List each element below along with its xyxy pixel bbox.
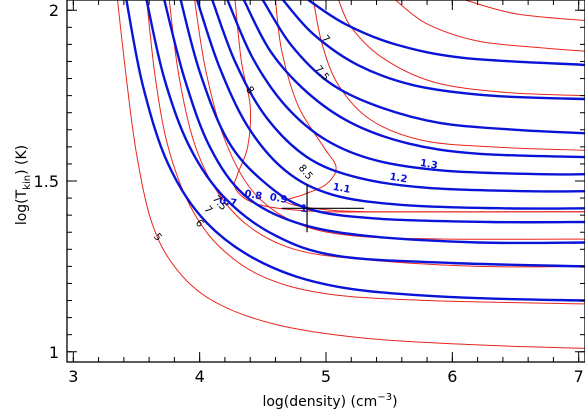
blue-contour-0 [126, 0, 585, 301]
plot-frame [67, 0, 585, 362]
x-tick-label: 7 [574, 367, 584, 386]
blue-contour-label: 1.1 [332, 182, 351, 196]
x-tick-label: 3 [68, 367, 78, 386]
blue-contour-1 [147, 0, 585, 266]
red-contour-9 [465, 0, 585, 21]
x-tick-label: 6 [447, 367, 457, 386]
x-tick-label: 5 [321, 367, 331, 386]
y-tick-label: 2 [49, 1, 59, 20]
red-contour-5 [276, 0, 585, 212]
red-contour-6 [313, 0, 585, 150]
x-axis-label: log(density) (cm−3) [262, 392, 397, 409]
y-tick-label: 1.5 [34, 172, 59, 191]
blue-contour-label: 0.8 [243, 189, 262, 203]
y-tick-label: 1 [49, 343, 59, 362]
contour-lines [118, 0, 585, 348]
red-contour-label: 8 [243, 85, 256, 97]
red-contour-7 [339, 0, 585, 96]
blue-contour-5 [212, 0, 585, 191]
x-tick-label: 4 [195, 367, 205, 386]
blue-contour-8 [263, 0, 585, 133]
axis-ticks: 3 4 5 6 7 1 1.5 2 [34, 0, 585, 386]
blue-contour-label: 0.9 [269, 192, 288, 206]
blue-contour-7 [244, 0, 585, 157]
red-contour-label: 5 [151, 231, 164, 243]
blue-contour-label: 1.3 [419, 158, 438, 172]
y-axis-label: log(Tkin) (K) [14, 145, 33, 225]
red-contour-label: 7 [202, 204, 215, 216]
